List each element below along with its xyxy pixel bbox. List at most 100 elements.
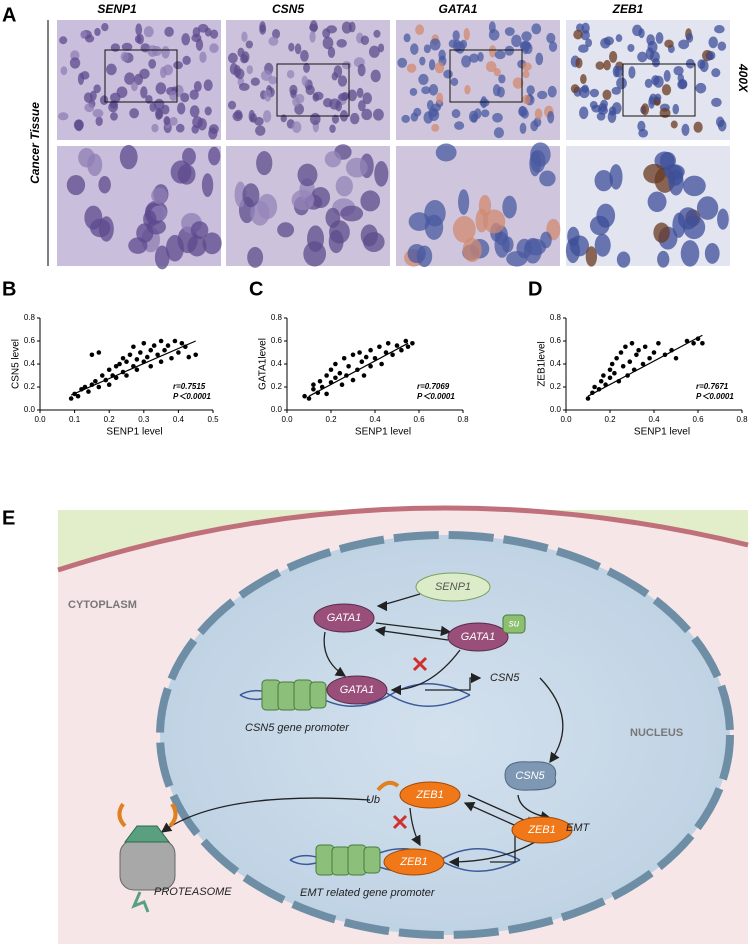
cell	[496, 86, 505, 98]
cell	[711, 97, 722, 107]
cell	[139, 68, 150, 80]
panel-label: B	[2, 278, 16, 300]
cell	[578, 44, 589, 53]
point	[134, 367, 140, 373]
cell	[493, 67, 501, 77]
cell	[151, 123, 159, 133]
cell	[717, 208, 729, 230]
fit-line	[587, 334, 703, 397]
cell	[516, 238, 533, 259]
cell	[519, 122, 527, 135]
point	[96, 350, 102, 355]
zeb1-node	[399, 781, 461, 809]
cell-membrane	[57, 505, 749, 573]
cell	[162, 64, 173, 76]
point	[96, 384, 102, 390]
cell	[175, 123, 185, 133]
cell	[263, 110, 272, 123]
cell	[241, 31, 248, 43]
cell	[101, 23, 109, 32]
x-tick-label: 0.3	[138, 415, 150, 424]
cell	[522, 94, 531, 105]
cell	[322, 28, 331, 39]
gene-label: CSN5	[490, 672, 520, 684]
cell	[454, 121, 465, 130]
point	[368, 347, 373, 353]
x-axis-label: SENP1 level	[634, 427, 690, 438]
y-tick-label: 0.2	[550, 382, 562, 391]
cell	[678, 39, 690, 50]
cell	[119, 144, 138, 170]
x-tick-label: 0.0	[281, 415, 293, 424]
cell	[202, 232, 222, 255]
cell	[201, 173, 214, 198]
point	[117, 361, 122, 367]
cell	[664, 39, 674, 48]
cell	[657, 250, 670, 268]
cell	[652, 58, 660, 68]
cell	[638, 28, 645, 39]
cell	[309, 112, 321, 126]
point	[106, 367, 112, 373]
cell	[589, 100, 598, 109]
cell	[579, 106, 589, 120]
cell	[493, 127, 505, 139]
cell	[237, 47, 245, 58]
cell	[628, 66, 636, 79]
cell	[336, 39, 347, 48]
point	[350, 377, 356, 383]
cell	[714, 25, 725, 34]
node-label: GATA1	[340, 684, 374, 696]
cell	[191, 124, 199, 134]
point	[138, 350, 143, 355]
node-label: CSN5	[515, 770, 545, 782]
cell	[350, 112, 360, 125]
point	[172, 338, 178, 344]
panel-label: C	[249, 278, 263, 300]
y-tick-label: 0.4	[550, 359, 562, 368]
cell	[257, 193, 278, 220]
cell	[677, 79, 688, 90]
cell	[99, 95, 109, 106]
cell	[180, 92, 190, 103]
cell	[193, 80, 202, 92]
annotation: r=0.7671	[696, 382, 729, 391]
point	[627, 359, 633, 365]
micrograph	[57, 20, 221, 140]
cell	[255, 125, 266, 136]
cell	[121, 42, 133, 51]
cell	[415, 24, 425, 36]
cell	[199, 51, 207, 63]
cell	[227, 100, 237, 110]
point	[124, 373, 129, 378]
cell	[151, 187, 168, 204]
cell	[238, 82, 250, 91]
cell	[286, 69, 295, 79]
cell	[341, 61, 352, 70]
cell	[668, 169, 684, 196]
cell	[301, 75, 308, 87]
cell	[717, 119, 727, 132]
cell	[648, 96, 655, 109]
cell	[324, 151, 342, 168]
point	[359, 359, 365, 365]
x-tick-label: 0.2	[325, 415, 337, 424]
point	[124, 359, 129, 365]
cell	[85, 34, 95, 43]
cell	[169, 90, 178, 102]
point	[634, 352, 639, 358]
cell	[135, 23, 143, 36]
cell	[294, 43, 302, 55]
cell	[423, 44, 431, 54]
cell	[209, 43, 219, 54]
magnification: 400X	[736, 63, 750, 93]
cell	[695, 82, 707, 94]
cell	[190, 221, 209, 240]
cell	[594, 169, 613, 192]
cell	[109, 99, 119, 109]
point	[131, 344, 136, 350]
cell	[329, 124, 336, 133]
cell	[106, 63, 117, 76]
cell	[116, 86, 128, 98]
cell	[247, 246, 264, 268]
